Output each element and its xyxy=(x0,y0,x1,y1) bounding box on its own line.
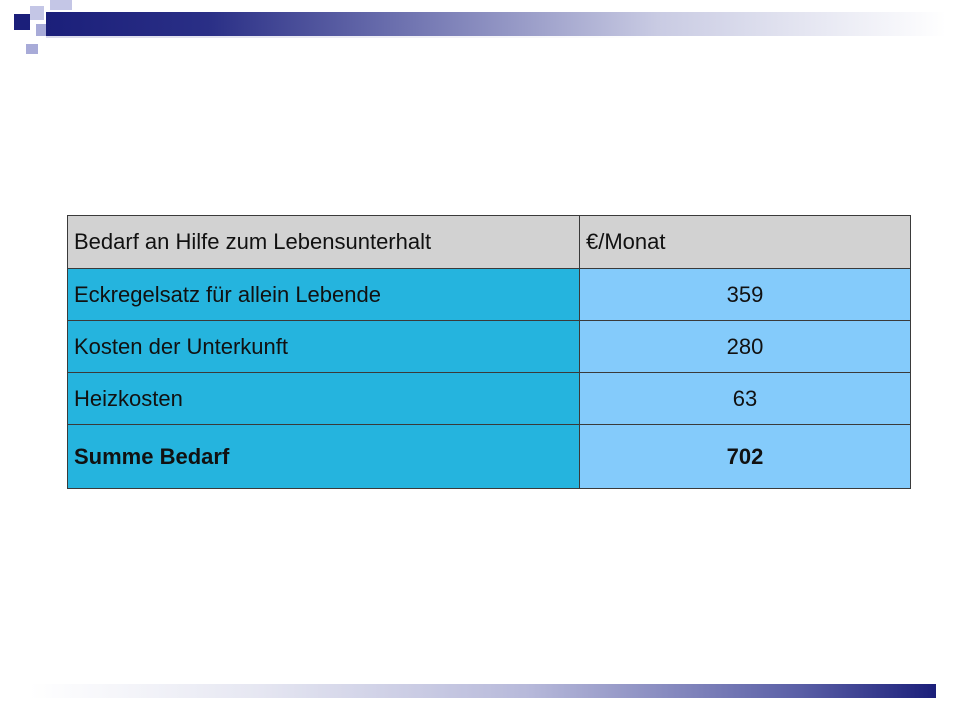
table-header-row: Bedarf an Hilfe zum Lebensunterhalt €/Mo… xyxy=(67,215,911,269)
header-unit-cell: €/Monat xyxy=(579,215,911,269)
total-label-cell: Summe Bedarf xyxy=(67,424,580,489)
row-label-cell: Eckregelsatz für allein Lebende xyxy=(67,268,580,321)
decor-square-lavender xyxy=(36,24,48,36)
header-gradient-bar xyxy=(46,12,946,36)
table-row: Heizkosten 63 xyxy=(67,372,911,425)
row-value-cell: 63 xyxy=(579,372,911,425)
decor-square-lavender xyxy=(50,0,72,10)
decor-square-lavender xyxy=(30,6,44,20)
decor-square-lavender xyxy=(26,44,38,54)
total-value-cell: 702 xyxy=(579,424,911,489)
row-label-cell: Kosten der Unterkunft xyxy=(67,320,580,373)
budget-table: Bedarf an Hilfe zum Lebensunterhalt €/Mo… xyxy=(67,215,911,489)
table-row: Eckregelsatz für allein Lebende 359 xyxy=(67,268,911,321)
table-row: Kosten der Unterkunft 280 xyxy=(67,320,911,373)
footer-gradient-bar xyxy=(30,684,936,698)
decor-square-navy xyxy=(14,14,30,30)
header-divider xyxy=(46,36,946,38)
table-total-row: Summe Bedarf 702 xyxy=(67,424,911,489)
row-value-cell: 359 xyxy=(579,268,911,321)
budget-table-container: Bedarf an Hilfe zum Lebensunterhalt €/Mo… xyxy=(67,215,911,489)
header-label-cell: Bedarf an Hilfe zum Lebensunterhalt xyxy=(67,215,580,269)
row-value-cell: 280 xyxy=(579,320,911,373)
row-label-cell: Heizkosten xyxy=(67,372,580,425)
